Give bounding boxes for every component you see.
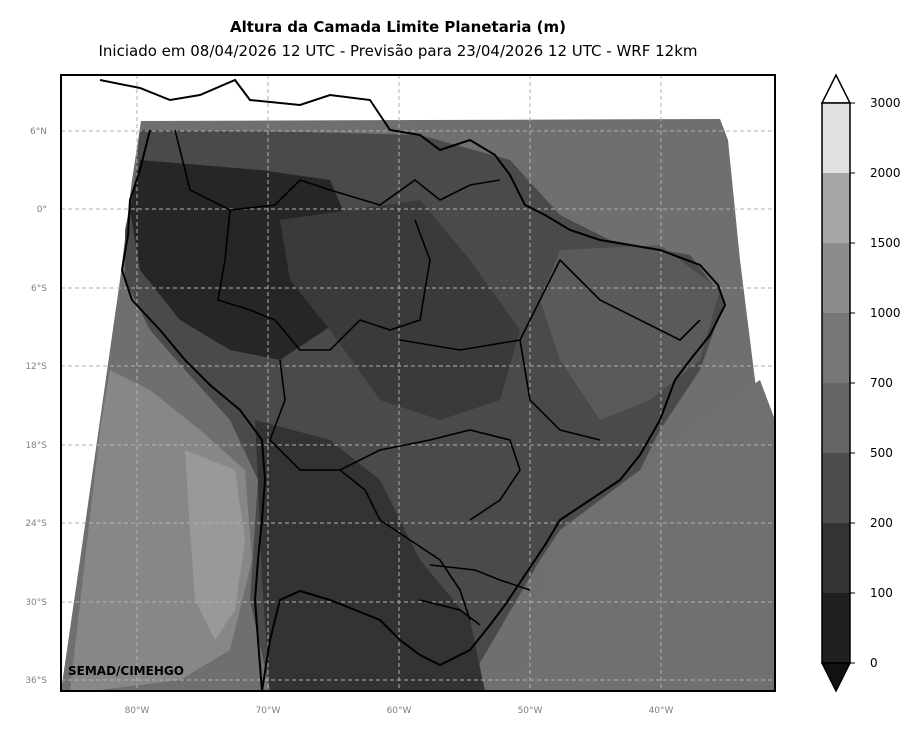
lon-label: 40°W — [649, 706, 674, 716]
lon-label: 50°W — [518, 706, 543, 716]
lon-label: 80°W — [125, 706, 150, 716]
colorbar-level — [822, 383, 850, 453]
central-field — [280, 200, 520, 420]
map-content — [61, 75, 775, 691]
colorbar-tick-label: 3000 — [870, 96, 901, 110]
colorbar-level — [822, 313, 850, 383]
colorbar: 0 100 200 500 700 1000 1500 2000 3000 — [820, 73, 901, 693]
colorbar-tick-label: 2000 — [870, 166, 901, 180]
lat-label: 6°N — [30, 127, 47, 137]
map-frame — [60, 74, 776, 692]
coastline — [99, 78, 727, 691]
colorbar-level — [822, 593, 850, 663]
lat-label: 12°S — [25, 362, 47, 372]
map-title: Altura da Camada Limite Planetaria (m) — [229, 18, 567, 36]
northeast-field — [540, 245, 720, 420]
lat-label: 30°S — [25, 598, 47, 608]
longitude-labels: 80°W 70°W 60°W 50°W 40°W — [125, 706, 674, 716]
andes-dark-field — [255, 420, 485, 691]
country-borders — [174, 129, 701, 626]
amazon-darkest-field — [130, 160, 360, 360]
colorbar-level — [822, 173, 850, 243]
colorbar-extend-top — [820, 73, 852, 104]
colorbar-tick-label: 500 — [870, 446, 893, 460]
colorbar-tick-label: 700 — [870, 376, 893, 390]
map-subtitle: Iniciado em 08/04/2026 12 UTC - Previsão… — [98, 42, 698, 60]
colorbar-tick-label: 1000 — [870, 306, 901, 320]
lat-label: 6°S — [31, 284, 47, 294]
graticule — [61, 75, 775, 691]
colorbar-level — [822, 243, 850, 313]
colorbar-tick-label: 200 — [870, 516, 893, 530]
colorbar-level — [822, 523, 850, 593]
atlantic-field — [520, 380, 775, 691]
lat-label: 36°S — [25, 676, 47, 686]
lat-label: 24°S — [25, 519, 47, 529]
pacific-lightest-field — [185, 450, 245, 640]
west-coastline — [120, 129, 267, 691]
colorbar-tick-label: 1500 — [870, 236, 901, 250]
lat-label: 18°S — [25, 441, 47, 451]
colorbar-level — [822, 103, 850, 173]
lat-label: 0° — [37, 205, 47, 215]
colorbar-level — [822, 453, 850, 523]
colorbar-tick-label: 0 — [870, 656, 878, 670]
credit-label: SEMAD/CIMEHGO — [68, 664, 184, 678]
colorbar-extend-bottom — [820, 662, 852, 693]
colorbar-tick-label: 100 — [870, 586, 893, 600]
latitude-labels: 6°N 0° 6°S 12°S 18°S 24°S 30°S 36°S — [25, 127, 47, 686]
lon-label: 60°W — [387, 706, 412, 716]
lon-label: 70°W — [256, 706, 281, 716]
